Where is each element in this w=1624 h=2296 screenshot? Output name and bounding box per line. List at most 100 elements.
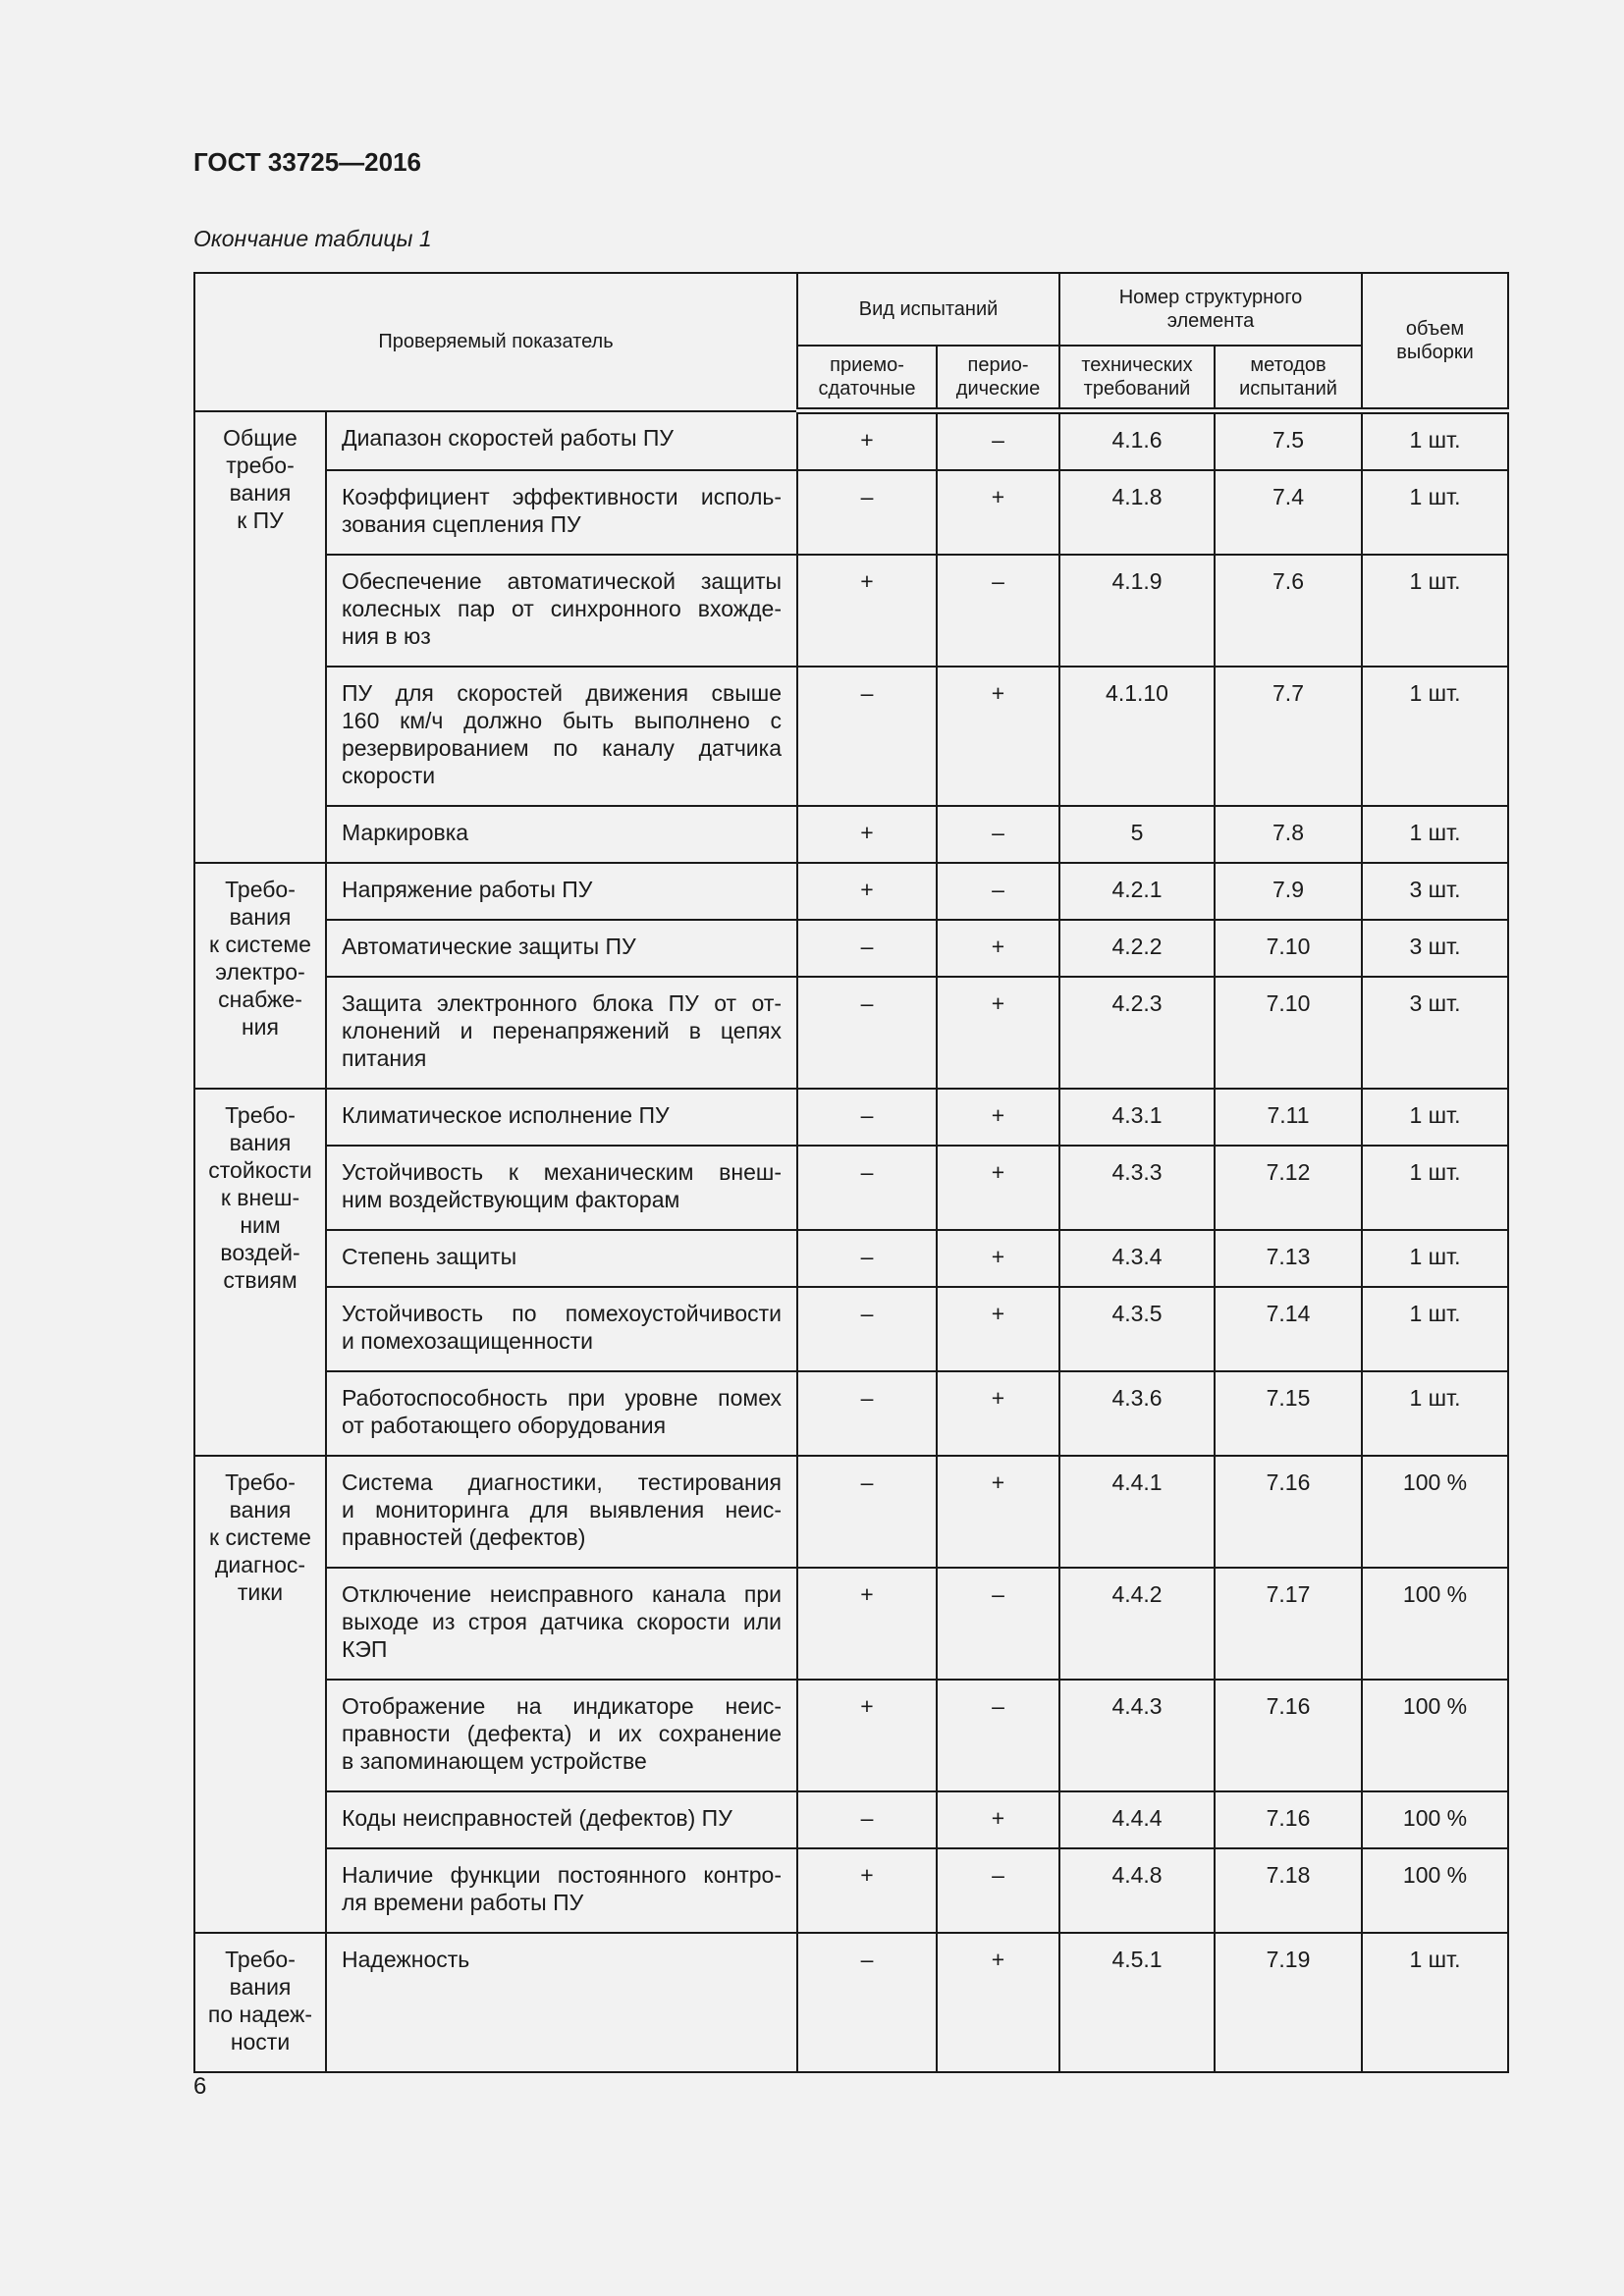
indicator-text-line: Устойчивость к механическим внеш-	[342, 1159, 783, 1185]
tech-req-cell: 5	[1058, 805, 1217, 864]
table-row: Устойчивость к механическим внеш-ним воз…	[194, 1145, 1510, 1231]
sample-size-cell: 100 %	[1361, 1567, 1510, 1681]
acceptance-cell: +	[796, 862, 939, 921]
indicator-text-line: Отображение на индикаторе неис-	[342, 1693, 783, 1719]
table-row: Защита электронного блока ПУ от от-клоне…	[194, 976, 1510, 1090]
indicator-text-line: Автоматические защиты ПУ	[342, 934, 636, 959]
sample-size-cell: 3 шт.	[1361, 976, 1510, 1090]
test-method-cell: 7.15	[1214, 1370, 1364, 1457]
test-method-cell: 7.13	[1214, 1229, 1364, 1288]
indicator-cell: Работоспособность при уровне помех от раб…	[324, 1370, 799, 1457]
periodic-cell: +	[936, 1286, 1061, 1372]
header-periodic: перио- дические	[936, 345, 1061, 414]
indicator-text-line: ля времени работы ПУ	[342, 1890, 584, 1915]
indicator-cell: Маркировка	[324, 805, 799, 864]
tech-req-cell: 4.3.5	[1058, 1286, 1217, 1372]
indicator-text-line: Отключение неисправного канала при	[342, 1581, 783, 1607]
indicator-cell: Отключение неисправного канала при выходе…	[324, 1567, 799, 1681]
test-method-cell: 7.10	[1214, 976, 1364, 1090]
sample-size-cell: 1 шт.	[1361, 666, 1510, 807]
test-method-cell: 7.16	[1214, 1455, 1364, 1569]
test-method-cell: 7.16	[1214, 1679, 1364, 1792]
table-row: Устойчивость по помехоустойчивости и поме…	[194, 1286, 1510, 1372]
periodic-cell: +	[936, 1932, 1061, 2073]
acceptance-cell: –	[796, 1455, 939, 1569]
acceptance-cell: –	[796, 976, 939, 1090]
table-row: Требо- вания к системе электро- снабже- …	[193, 862, 1510, 1090]
indicator-cell: Автоматические защиты ПУ	[324, 919, 799, 978]
indicator-text-line: Устойчивость по помехоустойчивости	[342, 1301, 783, 1326]
sample-size-cell: 1 шт.	[1361, 1229, 1510, 1288]
sample-size-cell: 1 шт.	[1361, 1145, 1510, 1231]
acceptance-cell: –	[796, 666, 939, 807]
test-table: Проверяемый показатель Вид испытаний Ном…	[192, 272, 1510, 2073]
indicator-cell: Коды неисправностей (дефектов) ПУ	[324, 1790, 799, 1849]
indicator-text-line: ним воздействующим факторам	[342, 1187, 680, 1212]
tech-req-cell: 4.1.8	[1058, 469, 1217, 556]
indicator-text-line: Защита электронного блока ПУ от от-	[342, 990, 783, 1016]
table-row: Обеспечение автоматической защиты колесны…	[194, 554, 1510, 667]
indicator-cell: Отображение на индикаторе неис-правности…	[324, 1679, 799, 1792]
indicator-text-line: Обеспечение автоматической защиты	[342, 568, 783, 594]
indicator-text-line: и помехозащищенности	[342, 1328, 593, 1354]
acceptance-cell: +	[796, 409, 939, 471]
acceptance-cell: –	[796, 1932, 939, 2073]
periodic-cell: +	[936, 469, 1061, 556]
sample-size-cell: 100 %	[1361, 1455, 1510, 1569]
acceptance-cell: –	[796, 1370, 939, 1457]
indicator-cell: Устойчивость по помехоустойчивости и поме…	[324, 1286, 799, 1372]
document-title: ГОСТ 33725—2016	[193, 147, 421, 177]
periodic-cell: +	[936, 1229, 1061, 1288]
test-method-cell: 7.14	[1214, 1286, 1364, 1372]
indicator-text-line: Климатическое исполнение ПУ	[342, 1102, 670, 1128]
acceptance-cell: –	[796, 1145, 939, 1231]
periodic-cell: +	[936, 666, 1061, 807]
tech-req-cell: 4.4.2	[1058, 1567, 1217, 1681]
table-row: ПУ для скоростей движения свыше 160 км/ч …	[194, 666, 1510, 807]
indicator-text-line: Диапазон скоростей работы ПУ	[342, 424, 675, 451]
header-sample: объем выборки	[1361, 272, 1510, 414]
tech-req-cell: 4.3.4	[1058, 1229, 1217, 1288]
acceptance-cell: +	[796, 805, 939, 864]
indicator-text-line: правности (дефекта) и их сохранение	[342, 1721, 783, 1746]
indicator-cell: Напряжение работы ПУ	[324, 862, 799, 921]
periodic-cell: –	[936, 1847, 1061, 1934]
indicator-cell: Наличие функции постоянного контро-ля вр…	[324, 1847, 799, 1934]
indicator-text-line: питания	[342, 1045, 427, 1071]
indicator-text-line: Степень защиты	[342, 1244, 517, 1269]
test-method-cell: 7.17	[1214, 1567, 1364, 1681]
test-method-cell: 7.9	[1214, 862, 1364, 921]
table-caption: Окончание таблицы 1	[193, 226, 432, 251]
test-method-cell: 7.19	[1214, 1932, 1364, 2073]
periodic-cell: –	[936, 805, 1061, 864]
indicator-text-line: Работоспособность при уровне помех	[342, 1385, 783, 1411]
acceptance-cell: –	[796, 1229, 939, 1288]
sample-size-cell: 3 шт.	[1361, 862, 1510, 921]
indicator-text-line: КЭП	[342, 1636, 388, 1662]
tech-req-cell: 4.2.1	[1058, 862, 1217, 921]
indicator-cell: Защита электронного блока ПУ от от-клоне…	[324, 976, 799, 1090]
test-method-cell: 7.6	[1214, 554, 1364, 667]
sample-size-cell: 100 %	[1361, 1790, 1510, 1849]
table-row: Наличие функции постоянного контро-ля вр…	[194, 1847, 1510, 1934]
indicator-text-line: ПУ для скоростей движения свыше	[342, 680, 783, 706]
indicator-text-line: Маркировка	[342, 820, 469, 845]
header-struct-number: Номер структурного элемента	[1058, 272, 1364, 347]
acceptance-cell: +	[796, 1567, 939, 1681]
periodic-cell: +	[936, 919, 1061, 978]
sample-size-cell: 1 шт.	[1361, 805, 1510, 864]
sample-size-cell: 100 %	[1361, 1847, 1510, 1934]
test-method-cell: 7.5	[1214, 409, 1364, 471]
header-acceptance: приемо- сдаточные	[796, 345, 939, 414]
tech-req-cell: 4.5.1	[1058, 1932, 1217, 2073]
group-label: Требо- вания к системе электро- снабже- …	[193, 862, 327, 1090]
table-row: Коды неисправностей (дефектов) ПУ – +4.4.4…	[194, 1790, 1510, 1849]
periodic-cell: +	[936, 1088, 1061, 1147]
periodic-cell: +	[936, 1790, 1061, 1849]
indicator-text-line: Напряжение работы ПУ	[342, 877, 593, 902]
test-method-cell: 7.4	[1214, 469, 1364, 556]
indicator-text-line: Система диагностики, тестирования	[342, 1469, 783, 1495]
sample-size-cell: 1 шт.	[1361, 409, 1510, 471]
test-method-cell: 7.8	[1214, 805, 1364, 864]
indicator-text-line: в запоминающем устройстве	[342, 1748, 647, 1774]
